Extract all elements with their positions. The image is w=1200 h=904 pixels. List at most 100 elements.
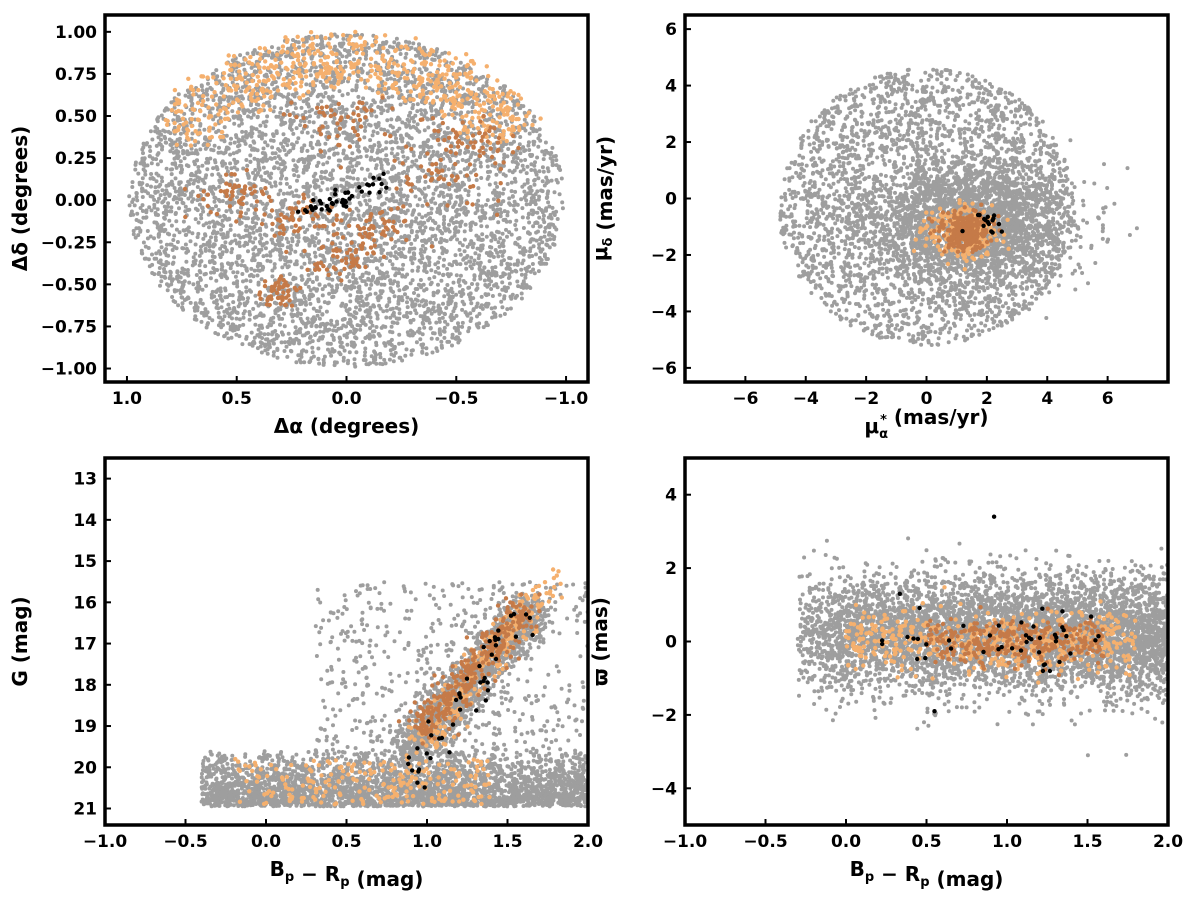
data-point (436, 282, 440, 287)
data-point (228, 241, 233, 246)
data-point (555, 217, 560, 221)
data-point (462, 210, 467, 215)
data-point (385, 77, 390, 82)
data-point (434, 346, 439, 351)
data-point (148, 234, 153, 239)
data-point (249, 134, 254, 139)
data-point (172, 233, 177, 238)
data-point (240, 259, 245, 263)
data-point (388, 76, 393, 81)
data-point (334, 48, 339, 53)
data-point (194, 317, 199, 322)
data-point (301, 99, 306, 104)
data-point (382, 127, 387, 132)
data-point (427, 255, 432, 260)
data-point (201, 209, 206, 214)
data-point (522, 149, 527, 153)
data-point (417, 212, 422, 217)
data-point (505, 285, 510, 290)
data-point (395, 280, 400, 285)
data-point (301, 184, 306, 189)
data-point (505, 122, 510, 127)
data-point (249, 330, 254, 335)
data-point (305, 316, 310, 321)
data-point (284, 176, 289, 181)
data-point (178, 131, 183, 136)
data-point (485, 164, 490, 169)
data-point (186, 208, 190, 212)
data-point (237, 255, 242, 260)
data-point (429, 211, 434, 216)
data-point (241, 322, 246, 327)
data-point (416, 221, 421, 226)
data-point (515, 279, 520, 284)
data-point (323, 91, 328, 95)
data-point (158, 251, 163, 256)
data-point (396, 238, 401, 243)
data-point (543, 149, 548, 153)
data-point (320, 180, 325, 185)
data-point (320, 293, 325, 298)
data-point (351, 268, 356, 273)
data-point (358, 154, 363, 159)
data-point (142, 256, 147, 261)
data-point (500, 241, 505, 246)
data-point (315, 231, 320, 236)
data-point (498, 313, 503, 318)
data-point (307, 119, 312, 124)
data-point (279, 235, 284, 240)
data-point (372, 158, 377, 162)
data-point (417, 197, 422, 202)
data-point (485, 158, 490, 163)
data-point (397, 179, 402, 184)
data-point (445, 126, 450, 130)
data-point (175, 114, 180, 119)
data-point (322, 300, 327, 305)
data-point (140, 209, 145, 213)
data-point (546, 200, 551, 205)
data-point (550, 233, 555, 238)
data-point (414, 311, 419, 316)
data-point (231, 300, 236, 305)
data-point (324, 169, 328, 174)
data-point (345, 331, 350, 336)
data-point (502, 87, 507, 92)
data-point (431, 191, 436, 196)
data-point (545, 191, 550, 196)
data-point (524, 171, 529, 176)
data-point (174, 165, 179, 170)
data-point (299, 146, 304, 151)
data-point (170, 295, 175, 299)
data-point (477, 215, 482, 220)
data-point (453, 253, 458, 258)
data-point (340, 93, 345, 98)
data-point (211, 219, 215, 224)
data-point (535, 210, 540, 215)
data-point (356, 181, 361, 186)
data-point (374, 114, 379, 119)
data-point (211, 244, 216, 249)
data-point (287, 272, 292, 277)
data-point (388, 348, 393, 353)
data-point (359, 294, 364, 299)
data-point (446, 139, 450, 144)
data-point (339, 303, 344, 308)
data-point (468, 170, 473, 175)
data-point (480, 232, 485, 237)
data-point (431, 331, 435, 336)
data-point (310, 86, 315, 91)
data-point (272, 87, 277, 92)
data-point (301, 225, 305, 230)
data-point (321, 357, 326, 362)
data-point (294, 126, 299, 131)
data-point (293, 249, 298, 254)
data-point (380, 178, 385, 183)
data-point (201, 223, 206, 228)
data-point (241, 166, 246, 171)
data-point (468, 291, 473, 296)
data-point (465, 93, 470, 98)
data-point (500, 97, 505, 102)
data-point (527, 254, 532, 259)
data-point (433, 220, 438, 225)
data-point (237, 317, 242, 322)
